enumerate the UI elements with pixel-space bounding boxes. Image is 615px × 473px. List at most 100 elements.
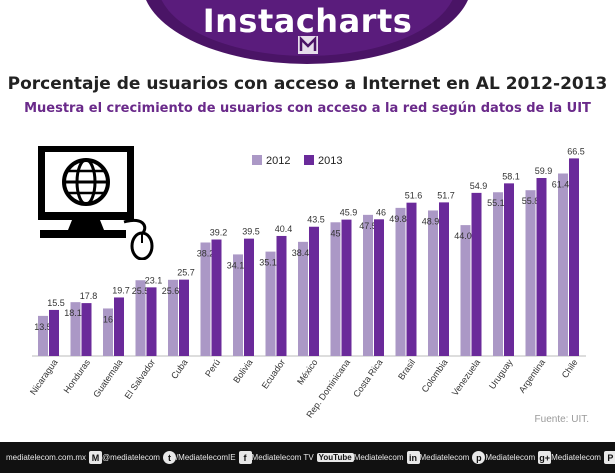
bar-2013-10: [374, 219, 384, 356]
bar-2013-6: [244, 238, 254, 356]
bar-2013-8: [309, 226, 319, 356]
data-label-2013-13: 54.9: [470, 181, 488, 191]
data-label-2013-6: 39.5: [242, 227, 260, 237]
data-label-2013-4: 25.7: [177, 268, 195, 278]
category-label-12: Colombia: [420, 357, 450, 394]
youtube-icon: YouTube: [316, 453, 354, 462]
legend-swatch-2012: [252, 155, 262, 165]
chart-title: Porcentaje de usuarios con acceso a Inte…: [7, 74, 608, 94]
data-label-2013-11: 51.6: [405, 191, 423, 201]
bar-2012-1: [70, 302, 81, 356]
bar-2013-5: [211, 239, 222, 356]
data-label-2013-0: 15.5: [47, 298, 65, 308]
bar-2012-7: [265, 251, 276, 356]
data-label-2012-16: 61.42: [552, 179, 575, 189]
footer-youtube[interactable]: Mediatelecom TV YouTube: [251, 453, 354, 462]
footer-googleplus[interactable]: Mediatelecom g+: [485, 451, 552, 464]
twitter-icon: t: [162, 451, 176, 464]
category-label-8: México: [295, 357, 320, 386]
bar-2013-2: [114, 297, 124, 356]
data-label-2012-14: 55.11: [487, 198, 509, 208]
bar-2013-15: [536, 178, 547, 356]
bar-2012-13: [460, 225, 471, 356]
bar-2013-7: [276, 235, 287, 356]
bar-2012-6: [233, 254, 243, 356]
chart-source: Fuente: UIT.: [534, 414, 589, 425]
bar-2012-9: [330, 222, 341, 356]
bar-2013-9: [341, 219, 352, 356]
category-label-2: Guatemala: [91, 357, 124, 399]
data-label-2012-8: 38.42: [292, 248, 315, 258]
data-label-2013-2: 19.7: [112, 285, 130, 295]
data-label-2013-15: 59.9: [535, 166, 553, 176]
category-label-16: Chile: [560, 357, 580, 380]
category-label-1: Honduras: [62, 357, 93, 395]
category-label-5: Perú: [203, 357, 222, 378]
category-label-10: Costa Rica: [351, 357, 384, 399]
data-label-2012-11: 49.85: [389, 214, 412, 224]
footer-facebook[interactable]: /MediatelecomIE f: [176, 451, 252, 464]
category-label-15: Argentina: [517, 357, 547, 394]
bar-chart: 13.5 15.5 Nicaragua 18.12 17.8 Honduras 16 19.7…: [28, 146, 586, 420]
brand-banner: Instacharts: [0, 0, 615, 66]
data-label-2012-15: 55.8: [522, 196, 540, 206]
bar-2013-0: [49, 309, 59, 356]
category-label-4: Cuba: [169, 357, 190, 380]
data-label-2012-3: 25.5: [132, 286, 150, 296]
instagram-icon: P: [603, 451, 615, 464]
banner-shape: [146, 0, 468, 64]
footer-bar: mediatelecom.com.mx M @mediatelecom t /Med…: [0, 442, 615, 473]
bar-2012-11: [395, 207, 406, 356]
data-label-2012-10: 47.5: [359, 221, 377, 231]
data-label-2012-5: 38.2: [197, 248, 215, 258]
bar-2012-5: [200, 242, 211, 356]
category-label-14: Uruguay: [487, 357, 515, 391]
footer-twitter[interactable]: @mediatelecom t: [102, 451, 176, 464]
data-label-2013-7: 40.4: [275, 224, 293, 234]
category-label-0: Nicaragua: [28, 357, 60, 396]
data-label-2012-13: 44.05: [454, 231, 477, 241]
category-label-3: El Salvador: [123, 357, 158, 400]
data-label-2013-1: 17.8: [80, 291, 98, 301]
data-label-2012-12: 48.98: [422, 216, 445, 226]
bar-2013-4: [179, 279, 189, 356]
footer-website[interactable]: mediatelecom.com.mx M: [6, 451, 103, 464]
brand-logo-icon: [298, 36, 318, 54]
data-label-2012-7: 35.13: [259, 258, 282, 268]
bar-2012-2: [103, 308, 113, 356]
data-label-2013-8: 43.5: [307, 215, 325, 225]
bar-2013-3: [146, 287, 157, 356]
data-label-2013-3: 23.1: [145, 275, 163, 285]
category-label-11: Brasil: [396, 357, 417, 381]
category-label-6: Bolivia: [231, 357, 254, 384]
bar-2012-3: [135, 280, 146, 356]
bar-2012-12: [428, 210, 438, 356]
data-label-2012-9: 45: [330, 228, 340, 238]
legend-label-2012: 2012: [266, 155, 290, 167]
data-label-2013-10: 46: [376, 207, 386, 217]
footer-instagram[interactable]: Mediatelecom P: [551, 451, 615, 464]
data-label-2013-5: 39.2: [210, 228, 228, 238]
bar-2012-8: [298, 241, 308, 356]
category-label-13: Venezuela: [450, 357, 482, 397]
mediatelecom-logo-icon: M: [89, 451, 103, 464]
data-label-2013-12: 51.7: [437, 190, 455, 200]
linkedin-icon: in: [406, 451, 420, 464]
bar-2012-0: [38, 315, 48, 356]
footer-pinterest[interactable]: Mediatelecom p: [420, 451, 486, 464]
bar-2012-4: [168, 279, 178, 356]
data-label-2013-14: 58.1: [502, 171, 520, 181]
pinterest-icon: p: [472, 451, 486, 464]
data-label-2013-9: 45.9: [340, 208, 358, 218]
bar-2012-16: [558, 173, 568, 356]
data-label-2012-2: 16: [103, 314, 113, 324]
bar-2013-14: [504, 183, 514, 356]
bar-2013-16: [569, 158, 579, 356]
bar-2013-12: [439, 202, 449, 356]
data-label-2012-4: 25.64: [162, 286, 185, 296]
category-label-7: Ecuador: [260, 357, 287, 390]
bar-2013-13: [471, 192, 482, 356]
footer-linkedin[interactable]: Mediatelecom in: [354, 451, 420, 464]
legend-swatch-2013: [304, 155, 314, 165]
data-label-2013-16: 66.5: [567, 146, 585, 156]
